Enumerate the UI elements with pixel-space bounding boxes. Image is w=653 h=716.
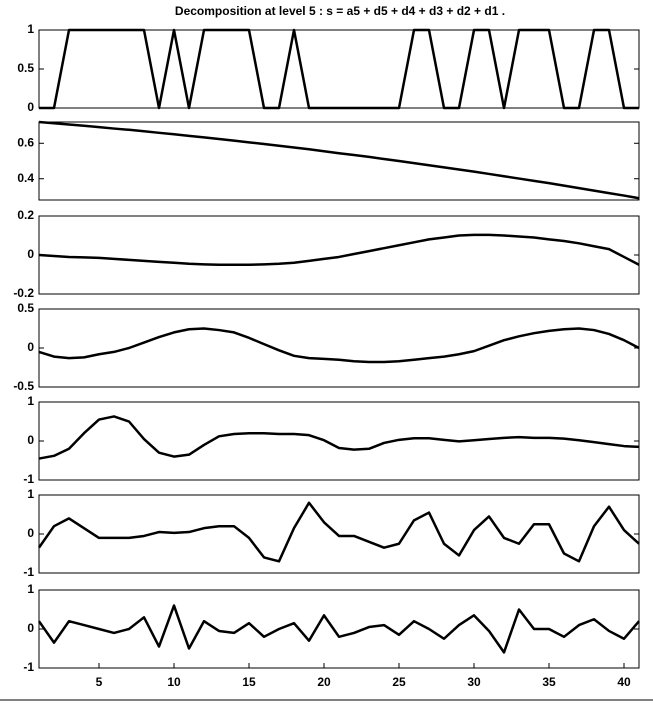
data-line bbox=[38, 327, 640, 364]
y-tick-label: 1 bbox=[27, 22, 34, 36]
x-tick-label: 15 bbox=[242, 675, 256, 689]
y-tick-label: 0.6 bbox=[17, 135, 34, 149]
axes-box bbox=[38, 121, 640, 201]
x-tick-label: 20 bbox=[317, 675, 331, 689]
axes-box bbox=[38, 215, 640, 295]
y-tick-label: -1 bbox=[23, 565, 34, 579]
y-tick-label: 0 bbox=[27, 526, 34, 540]
y-tick-label: 0 bbox=[27, 340, 34, 354]
data-line bbox=[38, 120, 640, 200]
y-tick-label: 1 bbox=[27, 582, 34, 596]
x-tick-label: 35 bbox=[542, 675, 556, 689]
data-line bbox=[38, 415, 640, 460]
y-tick-label: 0.2 bbox=[17, 208, 34, 222]
x-tick-label: 30 bbox=[467, 675, 481, 689]
chart-title: Decomposition at level 5 : s = a5 + d5 +… bbox=[175, 4, 505, 18]
y-tick-label: -0.2 bbox=[13, 286, 34, 300]
y-tick-label: 0 bbox=[27, 247, 34, 261]
axes-box bbox=[38, 401, 640, 481]
x-tick-label: 5 bbox=[96, 675, 103, 689]
y-tick-label: -1 bbox=[23, 660, 34, 674]
y-tick-label: 0 bbox=[27, 621, 34, 635]
x-tick-label: 40 bbox=[617, 675, 631, 689]
data-line bbox=[37, 501, 640, 563]
data-line bbox=[38, 233, 640, 266]
data-line bbox=[37, 604, 640, 654]
axes-box bbox=[38, 494, 640, 574]
x-tick-label: 10 bbox=[167, 675, 181, 689]
y-tick-label: 0.5 bbox=[17, 61, 34, 75]
data-line bbox=[39, 28, 639, 110]
y-tick-label: 1 bbox=[27, 487, 34, 501]
axes-box bbox=[38, 29, 640, 109]
y-tick-label: 0 bbox=[27, 433, 34, 447]
x-tick-label: 25 bbox=[392, 675, 406, 689]
y-tick-label: 0.4 bbox=[17, 171, 34, 185]
y-tick-label: -1 bbox=[23, 472, 34, 486]
y-tick-label: 0.5 bbox=[17, 301, 34, 315]
y-tick-label: 1 bbox=[27, 394, 34, 408]
y-tick-label: -0.5 bbox=[13, 379, 34, 393]
y-tick-label: 0 bbox=[27, 100, 34, 114]
